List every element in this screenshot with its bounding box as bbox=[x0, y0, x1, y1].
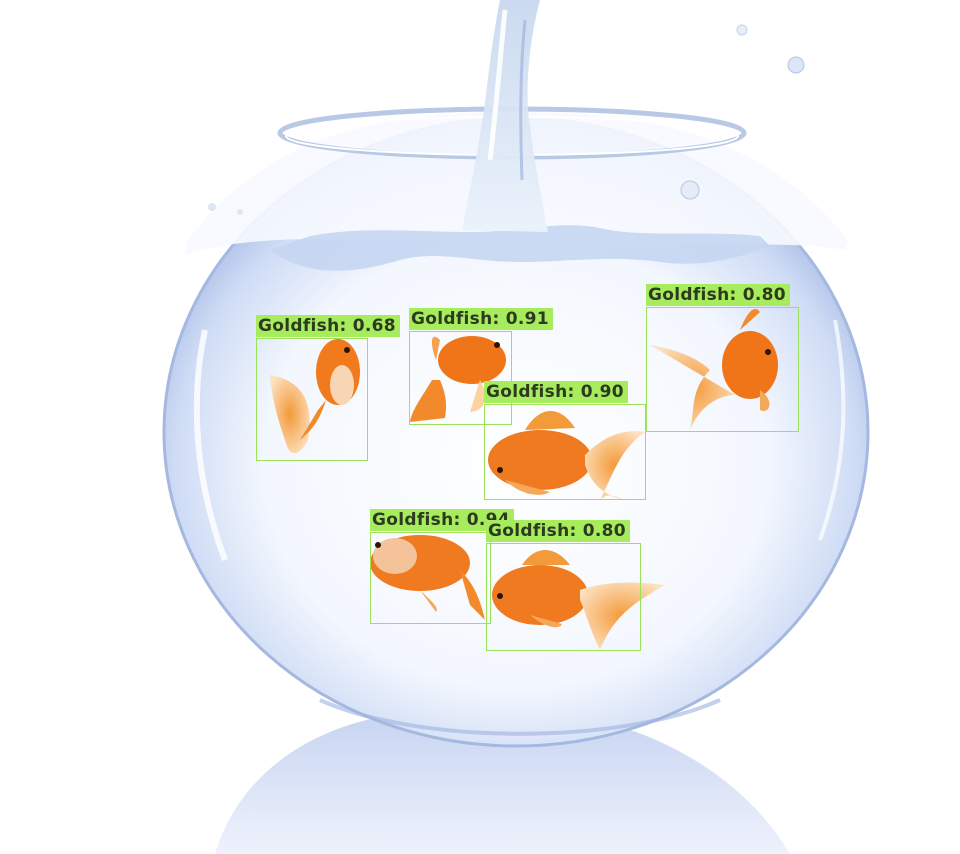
detection-label: Goldfish: 0.80 bbox=[646, 284, 790, 306]
detection-box: Goldfish: 0.90 bbox=[484, 381, 646, 500]
detection-box: Goldfish: 0.68 bbox=[256, 315, 400, 461]
goldfish-3 bbox=[488, 410, 645, 500]
table-reflection bbox=[215, 712, 790, 854]
detection-box: Goldfish: 0.80 bbox=[646, 284, 799, 432]
detection-label: Goldfish: 0.90 bbox=[484, 381, 628, 403]
goldfish-2 bbox=[410, 336, 506, 422]
detection-label: Goldfish: 0.91 bbox=[409, 308, 553, 330]
goldfish-5 bbox=[370, 535, 485, 620]
detection-box: Goldfish: 0.80 bbox=[486, 520, 641, 651]
detection-box: Goldfish: 0.91 bbox=[409, 308, 553, 425]
goldfish-6 bbox=[492, 550, 665, 650]
detection-label: Goldfish: 0.68 bbox=[256, 315, 400, 337]
goldfish-4 bbox=[650, 309, 778, 430]
detection-label: Goldfish: 0.94 bbox=[370, 509, 514, 531]
detection-box: Goldfish: 0.94 bbox=[370, 509, 514, 624]
goldfish-1 bbox=[270, 339, 360, 454]
water-stream bbox=[208, 0, 805, 232]
detection-label: Goldfish: 0.80 bbox=[486, 520, 630, 542]
glass-bowl bbox=[162, 106, 870, 748]
